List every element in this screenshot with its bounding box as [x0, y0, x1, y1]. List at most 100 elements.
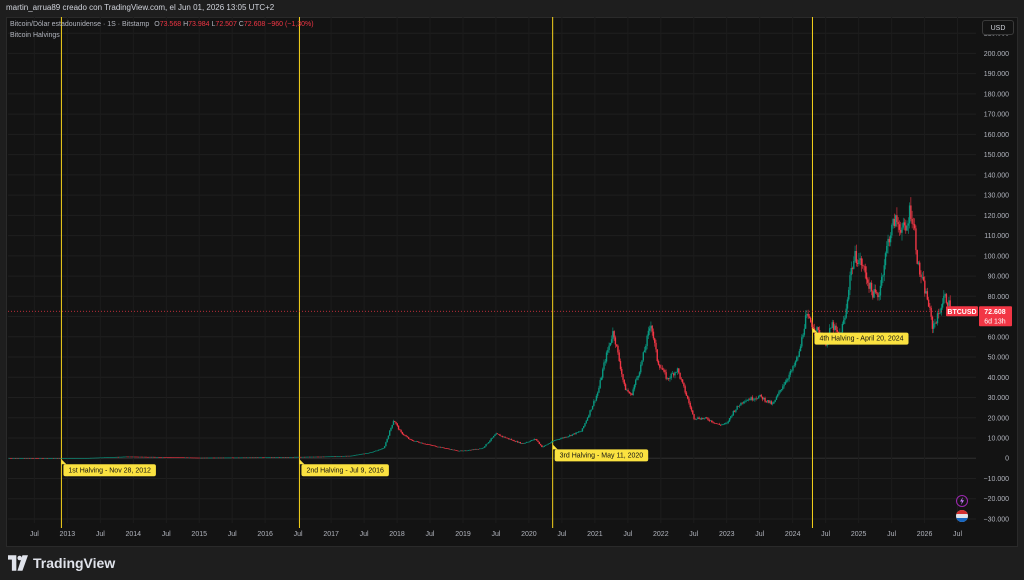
candle-body — [533, 439, 535, 440]
candle-body — [541, 445, 543, 448]
candle-body — [328, 456, 330, 458]
currency-button[interactable]: USD — [982, 20, 1014, 35]
candle-body — [686, 395, 689, 399]
x-tick-label: Jul — [162, 531, 171, 538]
candle-body — [115, 456, 117, 458]
candle-body — [278, 457, 281, 458]
candle-body — [708, 419, 710, 421]
candle-body — [259, 457, 262, 458]
candle-body — [903, 222, 906, 226]
candle-body — [337, 456, 339, 457]
candle-body — [690, 407, 693, 411]
candle-body — [252, 457, 254, 459]
candle-body — [657, 361, 660, 365]
indicator-legend[interactable]: Bitcoin Halvings — [10, 32, 60, 39]
candle-body — [44, 458, 46, 459]
flag-icon[interactable] — [956, 510, 968, 522]
candle-body — [562, 437, 565, 439]
candle-body — [665, 372, 667, 379]
candle-body — [744, 401, 746, 403]
candle-body — [949, 300, 951, 311]
candle-body — [338, 456, 340, 457]
candle-body — [832, 322, 835, 330]
candle-body — [946, 302, 949, 306]
candle-body — [385, 442, 387, 447]
candle-body — [472, 449, 475, 451]
candle-body — [697, 417, 699, 419]
candle-body — [503, 436, 505, 438]
candle-body — [945, 294, 948, 303]
candle-body — [363, 453, 366, 455]
candle-body — [561, 437, 563, 439]
candle-body — [102, 457, 104, 459]
candle-body — [912, 223, 915, 225]
candle-body — [727, 421, 729, 423]
y-tick-label: 110.000 — [984, 233, 1009, 240]
candle-body — [577, 431, 580, 433]
candle-body — [763, 397, 765, 400]
candle-body — [679, 372, 681, 379]
candle-body — [108, 457, 111, 458]
candle-body — [861, 265, 864, 266]
candle-body — [520, 443, 523, 444]
candle-body — [868, 282, 870, 289]
candle-body — [934, 322, 936, 324]
candle-body — [293, 456, 296, 458]
candle-body — [174, 457, 177, 458]
y-tick-label: −10.000 — [984, 476, 1010, 483]
candle-body — [510, 439, 513, 440]
candle-body — [627, 390, 629, 392]
candle-body — [884, 253, 887, 266]
candle-body — [372, 451, 374, 453]
candle-body — [243, 457, 245, 459]
candle-body — [674, 372, 676, 376]
candle-body — [69, 458, 71, 459]
candle-body — [718, 424, 721, 425]
candle-body — [642, 352, 645, 361]
y-tick-label: 50.000 — [988, 355, 1010, 362]
candle-body — [113, 457, 116, 458]
candle-body — [74, 458, 76, 459]
candle-body — [874, 289, 877, 293]
candle-body — [539, 443, 542, 446]
candle-body — [272, 457, 274, 458]
candle-body — [449, 449, 452, 450]
candle-body — [444, 448, 447, 449]
candle-body — [749, 399, 751, 401]
candle-body — [750, 397, 752, 401]
candle-body — [170, 457, 173, 458]
candle-body — [604, 361, 606, 363]
candle-body — [732, 411, 735, 416]
legend-low: 72.507 — [215, 21, 237, 28]
candle-body — [198, 457, 201, 459]
label-pointer — [552, 444, 558, 450]
candle-body — [495, 433, 497, 435]
candle-body — [638, 372, 641, 376]
tradingview-brand[interactable]: TradingView — [8, 555, 115, 571]
candle-body — [32, 458, 35, 459]
candle-body — [692, 410, 694, 415]
candle-body — [437, 446, 439, 448]
candle-body — [427, 444, 429, 445]
candle-body — [97, 457, 99, 459]
candle-body — [842, 320, 845, 324]
candle-body — [249, 457, 251, 459]
candle-body — [759, 394, 761, 397]
candle-body — [932, 323, 935, 329]
x-tick-label: Jul — [557, 531, 566, 538]
candle-body — [581, 428, 584, 432]
x-tick-label: Jul — [755, 531, 764, 538]
x-tick-label: Jul — [228, 531, 237, 538]
candle-body — [186, 457, 188, 459]
candle-body — [580, 431, 582, 432]
x-tick-label: 2018 — [389, 531, 405, 538]
candle-body — [854, 251, 856, 261]
candle-body — [856, 262, 859, 264]
lightning-icon[interactable] — [956, 495, 968, 507]
candle-body — [8, 458, 10, 459]
candle-body — [758, 396, 760, 399]
symbol-legend: Bitcoin/Dólar estadounidense · 1S · Bits… — [10, 21, 314, 28]
candle-body — [66, 458, 69, 459]
candle-body — [320, 456, 322, 458]
